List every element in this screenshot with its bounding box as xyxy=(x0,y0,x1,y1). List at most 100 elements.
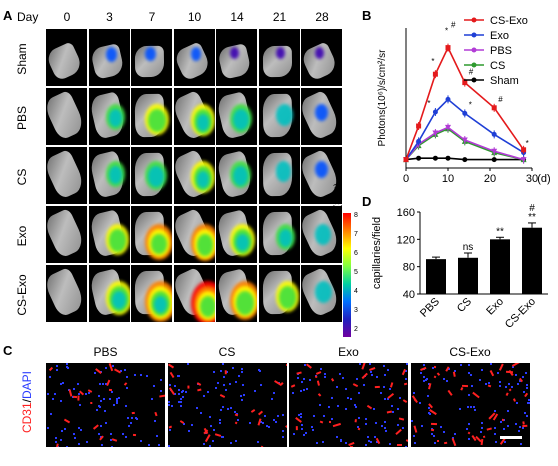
dapi-nucleus xyxy=(224,388,227,391)
limb-silhouette xyxy=(46,41,85,83)
dapi-nucleus xyxy=(230,442,233,445)
signal-blob xyxy=(108,109,123,127)
dapi-nucleus xyxy=(238,375,241,378)
signal-blob xyxy=(275,104,293,127)
signal-blob xyxy=(190,47,202,61)
signal-blob xyxy=(315,47,325,60)
legend-label: Exo xyxy=(490,30,509,42)
dapi-nucleus xyxy=(217,381,220,384)
dapi-nucleus xyxy=(365,422,368,425)
dapi-nucleus xyxy=(222,384,225,387)
dapi-nucleus xyxy=(495,440,497,443)
dapi-nucleus xyxy=(373,436,376,439)
data-point-Sham xyxy=(432,155,438,161)
panel-b-line-chart: B0 10 20 30 (d)Photons(10⁶)/s/cm²/sr **###* **… xyxy=(362,8,551,185)
dapi-nucleus xyxy=(384,374,387,377)
dapi-nucleus xyxy=(73,387,76,390)
dapi-nucleus xyxy=(384,427,387,430)
data-point-Exo xyxy=(432,109,438,115)
cd31-vessel xyxy=(521,421,525,426)
cd31-micrograph xyxy=(167,363,287,447)
dapi-nucleus xyxy=(100,444,103,447)
dapi-nucleus xyxy=(230,407,233,410)
dapi-nucleus xyxy=(331,396,334,399)
signal-blob xyxy=(196,171,210,188)
dapi-nucleus xyxy=(253,389,256,392)
dapi-nucleus xyxy=(385,430,388,433)
cd31-vessel xyxy=(505,392,509,396)
dapi-nucleus xyxy=(367,436,370,439)
cd31-vessel xyxy=(158,394,165,398)
dapi-nucleus xyxy=(432,434,435,437)
dapi-nucleus xyxy=(134,374,137,377)
dapi-nucleus xyxy=(480,368,483,371)
cd31-vessel xyxy=(420,366,427,372)
dapi-nucleus xyxy=(296,373,299,376)
dapi-nucleus xyxy=(300,428,303,431)
dapi-nucleus xyxy=(460,363,463,366)
dapi-nucleus xyxy=(382,386,385,389)
signal-blob xyxy=(151,234,167,255)
bioluminescence-image xyxy=(216,88,257,145)
dapi-nucleus xyxy=(349,397,352,400)
label-separator: / xyxy=(20,399,34,403)
cd31-vessel xyxy=(197,388,202,392)
cd31-vessel xyxy=(403,382,407,386)
dapi-nucleus xyxy=(281,414,284,417)
dapi-nucleus xyxy=(212,370,215,373)
cd31-vessel xyxy=(260,445,264,447)
cd31-vessel xyxy=(234,413,239,417)
scale-bar xyxy=(500,436,522,439)
day-header: 28 xyxy=(315,10,329,24)
dapi-nucleus xyxy=(310,426,313,429)
dapi-nucleus xyxy=(182,390,185,393)
dapi-nucleus xyxy=(277,415,279,418)
dapi-nucleus xyxy=(493,410,496,413)
data-point-Exo xyxy=(416,138,422,144)
dapi-nucleus xyxy=(331,418,334,421)
cd31-vessel xyxy=(273,380,282,387)
dapi-nucleus xyxy=(78,427,81,430)
dapi-nucleus xyxy=(353,403,356,406)
dapi-nucleus xyxy=(146,375,149,378)
dapi-nucleus xyxy=(376,376,379,379)
cd31-vessel xyxy=(506,370,514,373)
colorbar-tick: 6 xyxy=(354,250,358,257)
dapi-nucleus xyxy=(112,403,115,406)
bioluminescence-image xyxy=(216,206,257,263)
dapi-nucleus xyxy=(64,427,67,430)
dapi-nucleus xyxy=(397,407,400,410)
dapi-nucleus xyxy=(480,427,483,430)
significance-marker: * xyxy=(431,57,434,66)
data-point-PBS xyxy=(491,148,498,155)
dapi-nucleus xyxy=(59,383,62,386)
cd31-vessel xyxy=(413,425,418,433)
category-label: CS xyxy=(455,296,474,315)
dapi-nucleus xyxy=(66,366,69,369)
cd31-vessel xyxy=(386,410,392,414)
dapi-nucleus xyxy=(442,378,445,381)
dapi-label: DAPI xyxy=(20,370,34,399)
dapi-nucleus xyxy=(237,418,240,421)
dapi-nucleus xyxy=(316,442,319,445)
dapi-nucleus xyxy=(55,368,58,371)
dapi-nucleus xyxy=(357,426,360,429)
bioluminescence-image xyxy=(216,147,257,204)
x-tick-label: 20 xyxy=(484,173,496,185)
data-point-CS-Exo xyxy=(521,147,527,153)
dapi-nucleus xyxy=(411,420,414,422)
bioluminescence-image xyxy=(46,88,87,145)
dapi-nucleus xyxy=(124,404,127,407)
dapi-nucleus xyxy=(506,410,509,413)
dapi-nucleus xyxy=(127,424,130,427)
dapi-nucleus xyxy=(108,398,111,401)
dapi-nucleus xyxy=(357,416,360,419)
signal-blob xyxy=(154,296,168,314)
dapi-nucleus xyxy=(439,426,442,429)
dapi-nucleus xyxy=(525,383,528,386)
dapi-nucleus xyxy=(104,410,107,413)
bioluminescence-image xyxy=(216,265,257,322)
dapi-nucleus xyxy=(504,441,507,444)
signal-blob xyxy=(278,229,293,247)
dapi-nucleus xyxy=(504,385,507,388)
